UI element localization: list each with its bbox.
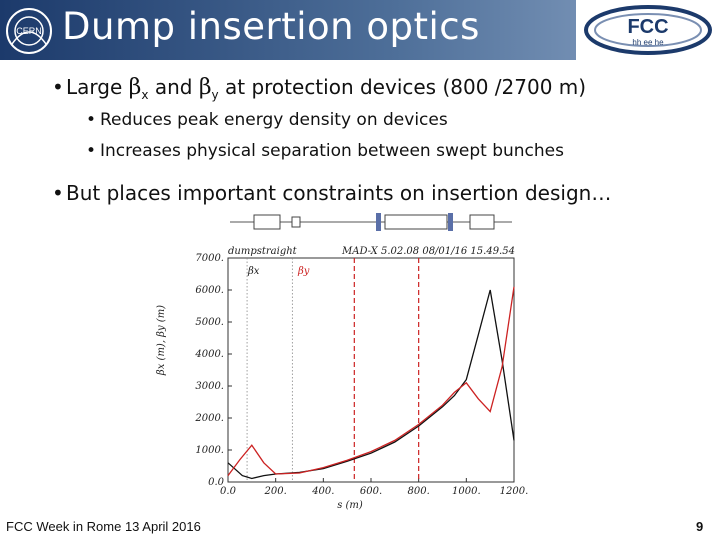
plot-header-left: dumpstraight xyxy=(228,246,298,257)
beta-function-plot: dumpstraight MAD-X 5.02.08 08/01/16 15.4… xyxy=(156,213,529,510)
x-tick-label: 1200. xyxy=(500,486,529,497)
footer-text: FCC Week in Rome 13 April 2016 xyxy=(6,519,201,534)
y-tick-label: 5000. xyxy=(195,317,224,328)
x-axis-label: s (m) xyxy=(337,500,363,510)
fcc-logo: FCC hh ee he xyxy=(584,5,712,55)
cern-logo-text: CERN xyxy=(16,26,42,36)
subbullet-separation: • Increases physical separation between s… xyxy=(86,141,564,161)
y-axis-label: βx (m), βy (m) xyxy=(156,305,167,376)
x-tick-label: 0.0 xyxy=(220,486,237,497)
layout-element xyxy=(291,216,301,228)
x-tick-label: 200. xyxy=(264,486,287,497)
page-number: 9 xyxy=(696,519,704,534)
label-beta-x: βx xyxy=(247,266,260,277)
cern-logo: CERN xyxy=(6,8,52,54)
x-tick-label: 1000. xyxy=(452,486,481,497)
layout-element xyxy=(469,214,495,230)
fcc-logo-text: FCC xyxy=(627,16,668,38)
fcc-logo-box: FCC hh ee he xyxy=(576,0,720,60)
y-tick-label: 3000. xyxy=(195,381,224,392)
y-tick-label: 7000. xyxy=(195,253,224,264)
x-tick-label: 400. xyxy=(311,486,334,497)
fcc-logo-subtext: hh ee he xyxy=(632,38,664,47)
slide-title: Dump insertion optics xyxy=(62,5,480,48)
x-tick-label: 800. xyxy=(408,486,430,497)
y-tick-label: 4000. xyxy=(194,349,224,360)
y-tick-label: 0.0 xyxy=(208,477,225,488)
plot-frame xyxy=(227,257,515,483)
title-bar: CERN Dump insertion optics FCC hh ee he xyxy=(0,0,720,60)
bullet-beta-large: • Large βx and βy at protection devices (… xyxy=(52,75,587,102)
layout-element xyxy=(253,214,281,230)
y-tick-label: 6000. xyxy=(195,285,224,296)
label-beta-y: βy xyxy=(297,266,310,277)
bullet-constraints: • But places important constraints on ins… xyxy=(52,181,612,205)
layout-element xyxy=(384,214,448,230)
layout-element xyxy=(448,213,453,231)
y-tick-label: 1000. xyxy=(195,445,224,456)
plot-header-right: MAD-X 5.02.08 08/01/16 15.49.54 xyxy=(341,246,515,257)
x-tick-label: 600. xyxy=(360,486,382,497)
series-line xyxy=(227,289,515,480)
layout-element xyxy=(376,213,381,231)
y-tick-label: 2000. xyxy=(194,413,224,424)
series-line xyxy=(227,286,515,476)
subbullet-energy-density: • Reduces peak energy density on devices xyxy=(86,110,448,130)
